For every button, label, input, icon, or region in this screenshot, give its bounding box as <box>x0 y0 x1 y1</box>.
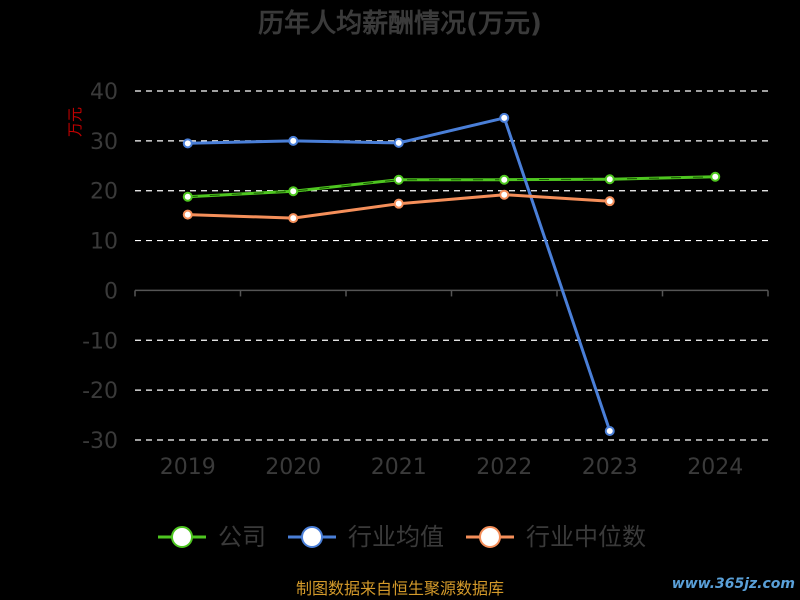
data-point[interactable] <box>288 135 299 146</box>
x-tick-label: 2023 <box>582 455 638 480</box>
y-tick-label: 40 <box>90 80 118 105</box>
y-axis-unit-label: 万元 <box>66 107 84 137</box>
x-axis <box>134 289 769 297</box>
y-axis-ticks: 40 30 20 10 0 -10 -20 -30 <box>82 80 118 454</box>
series-line <box>187 116 612 432</box>
x-tick-label: 2024 <box>687 455 743 480</box>
data-point[interactable] <box>393 198 404 209</box>
source-footer: 制图数据来自恒生聚源数据库 <box>296 579 504 598</box>
series-layer <box>182 112 721 437</box>
data-point[interactable] <box>499 189 510 200</box>
legend-marker <box>479 526 501 548</box>
y-tick-label: 30 <box>90 130 118 155</box>
x-tick-label: 2019 <box>160 455 216 480</box>
x-tick-label: 2020 <box>265 455 321 480</box>
legend-item[interactable]: 行业均值 <box>288 523 444 551</box>
y-tick-label: -30 <box>82 429 118 454</box>
legend-marker <box>171 526 193 548</box>
y-tick-label: -10 <box>82 329 118 354</box>
data-point[interactable] <box>288 213 299 224</box>
legend-label: 行业均值 <box>348 523 444 551</box>
data-point[interactable] <box>288 186 299 197</box>
series-2 <box>182 189 615 224</box>
data-point[interactable] <box>182 191 193 202</box>
legend-item[interactable]: 公司 <box>158 523 266 551</box>
data-point[interactable] <box>604 426 615 437</box>
x-tick-label: 2021 <box>371 455 427 480</box>
series-1 <box>182 112 615 437</box>
y-tick-label: 0 <box>104 279 118 304</box>
chart-title: 历年人均薪酬情况(万元) <box>258 8 542 39</box>
data-point[interactable] <box>182 209 193 220</box>
data-point[interactable] <box>393 174 404 185</box>
x-axis-ticks: 2019 2020 2021 2022 2023 2024 <box>160 455 744 480</box>
data-point[interactable] <box>393 137 404 148</box>
data-point[interactable] <box>604 196 615 207</box>
watermark: www.365jz.com <box>672 576 795 592</box>
y-tick-label: 20 <box>90 180 118 205</box>
legend-item[interactable]: 行业中位数 <box>466 523 646 551</box>
data-point[interactable] <box>182 138 193 149</box>
data-point[interactable] <box>499 112 510 123</box>
data-point[interactable] <box>499 174 510 185</box>
y-tick-label: 10 <box>90 230 118 255</box>
legend: 公司 行业均值 行业中位数 <box>158 523 646 551</box>
data-point[interactable] <box>604 174 615 185</box>
y-tick-label: -20 <box>82 379 118 404</box>
legend-marker <box>301 526 323 548</box>
data-point[interactable] <box>710 171 721 182</box>
x-tick-label: 2022 <box>476 455 532 480</box>
legend-label: 公司 <box>218 523 266 551</box>
series-line-dash <box>187 176 716 198</box>
legend-label: 行业中位数 <box>526 523 646 551</box>
series-0 <box>182 171 721 202</box>
